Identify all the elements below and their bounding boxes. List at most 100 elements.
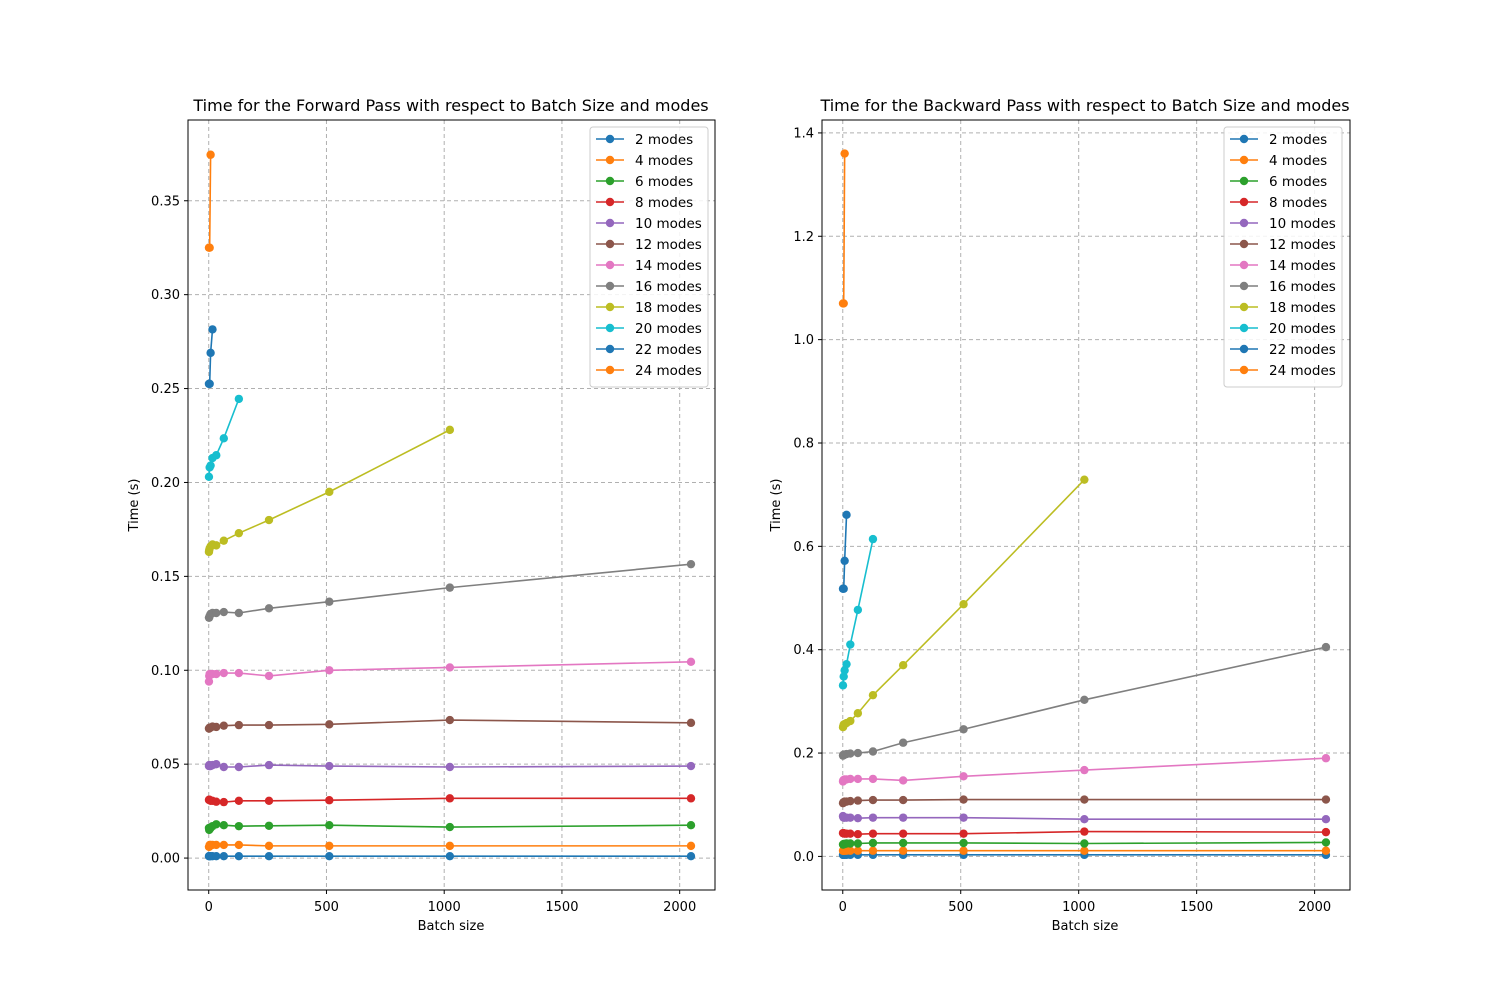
series-group: [838, 149, 1331, 860]
data-point: [206, 150, 215, 159]
legend-label: 24 modes: [1269, 363, 1336, 379]
data-point: [959, 838, 968, 848]
legend-label: 22 modes: [635, 342, 702, 358]
data-point: [1080, 846, 1089, 855]
data-point: [206, 461, 215, 470]
y-tick-label: 0.30: [151, 288, 180, 303]
legend-entry: 22 modes: [1230, 342, 1336, 358]
legend-marker: [605, 176, 615, 186]
data-point: [686, 761, 696, 771]
legend-marker: [1239, 260, 1249, 270]
data-point: [686, 841, 696, 851]
legend-entry: 2 modes: [1230, 132, 1327, 148]
legend-marker: [1239, 323, 1249, 333]
data-point: [686, 851, 696, 861]
legend-label: 18 modes: [1269, 300, 1336, 316]
legend-label: 4 modes: [1269, 153, 1327, 169]
x-axis-label: Batch size: [418, 919, 485, 934]
data-point: [868, 795, 878, 805]
data-point: [898, 776, 908, 785]
data-point: [1321, 827, 1331, 837]
legend-marker: [605, 281, 615, 291]
data-point: [686, 559, 696, 569]
series-group: [204, 150, 696, 861]
data-point: [212, 669, 221, 679]
data-point: [853, 709, 863, 718]
series-24-modes: [838, 149, 849, 308]
legend-marker: [605, 365, 615, 375]
data-point: [1080, 695, 1089, 705]
data-point: [898, 838, 908, 848]
axis-ticks: 0 500 1000 1500 2000 0.00 0.05 0.10 0.15 0.20 0.25…: [151, 194, 696, 915]
data-point: [234, 528, 244, 538]
legend-marker: [605, 155, 615, 165]
y-tick-label: 0.05: [151, 758, 180, 773]
legend-entry: 10 modes: [596, 216, 702, 232]
data-point: [325, 666, 334, 675]
legend-label: 14 modes: [635, 258, 702, 274]
legend-entry: 18 modes: [1230, 300, 1336, 316]
data-point: [868, 838, 878, 848]
data-point: [898, 813, 908, 822]
series-14-modes: [838, 754, 1331, 786]
data-point: [325, 841, 334, 851]
series-22-modes: [204, 325, 217, 389]
data-point: [205, 243, 214, 252]
legend-entry: 24 modes: [596, 363, 702, 379]
data-point: [839, 299, 848, 308]
data-point: [264, 720, 274, 730]
legend-marker: [1239, 155, 1249, 165]
series-10-modes: [204, 759, 696, 772]
data-point: [959, 813, 968, 822]
data-point: [325, 720, 334, 729]
data-point: [219, 607, 228, 617]
data-point: [898, 738, 908, 747]
data-point: [212, 820, 221, 829]
legend-label: 8 modes: [635, 195, 693, 211]
x-tick-label: 500: [314, 900, 339, 915]
y-axis-label: Time (s): [127, 479, 142, 533]
legend-entry: 12 modes: [1230, 237, 1336, 253]
data-point: [234, 762, 244, 772]
data-point: [868, 747, 878, 756]
data-point: [846, 839, 855, 848]
legend-entry: 16 modes: [596, 279, 702, 295]
data-point: [325, 761, 334, 771]
legend-label: 20 modes: [635, 321, 702, 337]
legend-entry: 6 modes: [596, 174, 693, 190]
legend-label: 20 modes: [1269, 321, 1336, 337]
series-8-modes: [204, 794, 696, 807]
series-12-modes: [838, 795, 1331, 808]
data-point: [959, 772, 968, 781]
legend-marker: [1239, 134, 1249, 144]
data-point: [264, 515, 274, 525]
data-point: [846, 774, 855, 784]
legend-entry: 2 modes: [596, 132, 693, 148]
data-point: [219, 762, 228, 772]
data-point: [206, 348, 215, 358]
data-point: [445, 794, 455, 803]
data-point: [1321, 754, 1331, 763]
series-20-modes: [838, 534, 878, 690]
data-point: [219, 840, 228, 850]
legend-marker: [1239, 365, 1249, 375]
legend-entry: 4 modes: [1230, 153, 1327, 169]
data-point: [853, 846, 863, 855]
legend-marker: [1239, 344, 1249, 354]
data-point: [686, 718, 696, 728]
legend-entry: 22 modes: [596, 342, 702, 358]
plot-frame: [821, 119, 1351, 891]
series-12-modes: [204, 715, 696, 733]
legend-entry: 12 modes: [596, 237, 702, 253]
legend-entry: 14 modes: [1230, 258, 1336, 274]
data-point: [853, 839, 863, 848]
data-point: [868, 690, 878, 700]
data-point: [1080, 839, 1089, 848]
legend-marker: [1239, 239, 1249, 249]
data-point: [686, 821, 696, 830]
legend-label: 8 modes: [1269, 195, 1327, 211]
data-point: [219, 721, 228, 730]
legend-entry: 8 modes: [596, 195, 693, 211]
legend-entry: 18 modes: [596, 300, 702, 316]
data-point: [204, 472, 214, 482]
